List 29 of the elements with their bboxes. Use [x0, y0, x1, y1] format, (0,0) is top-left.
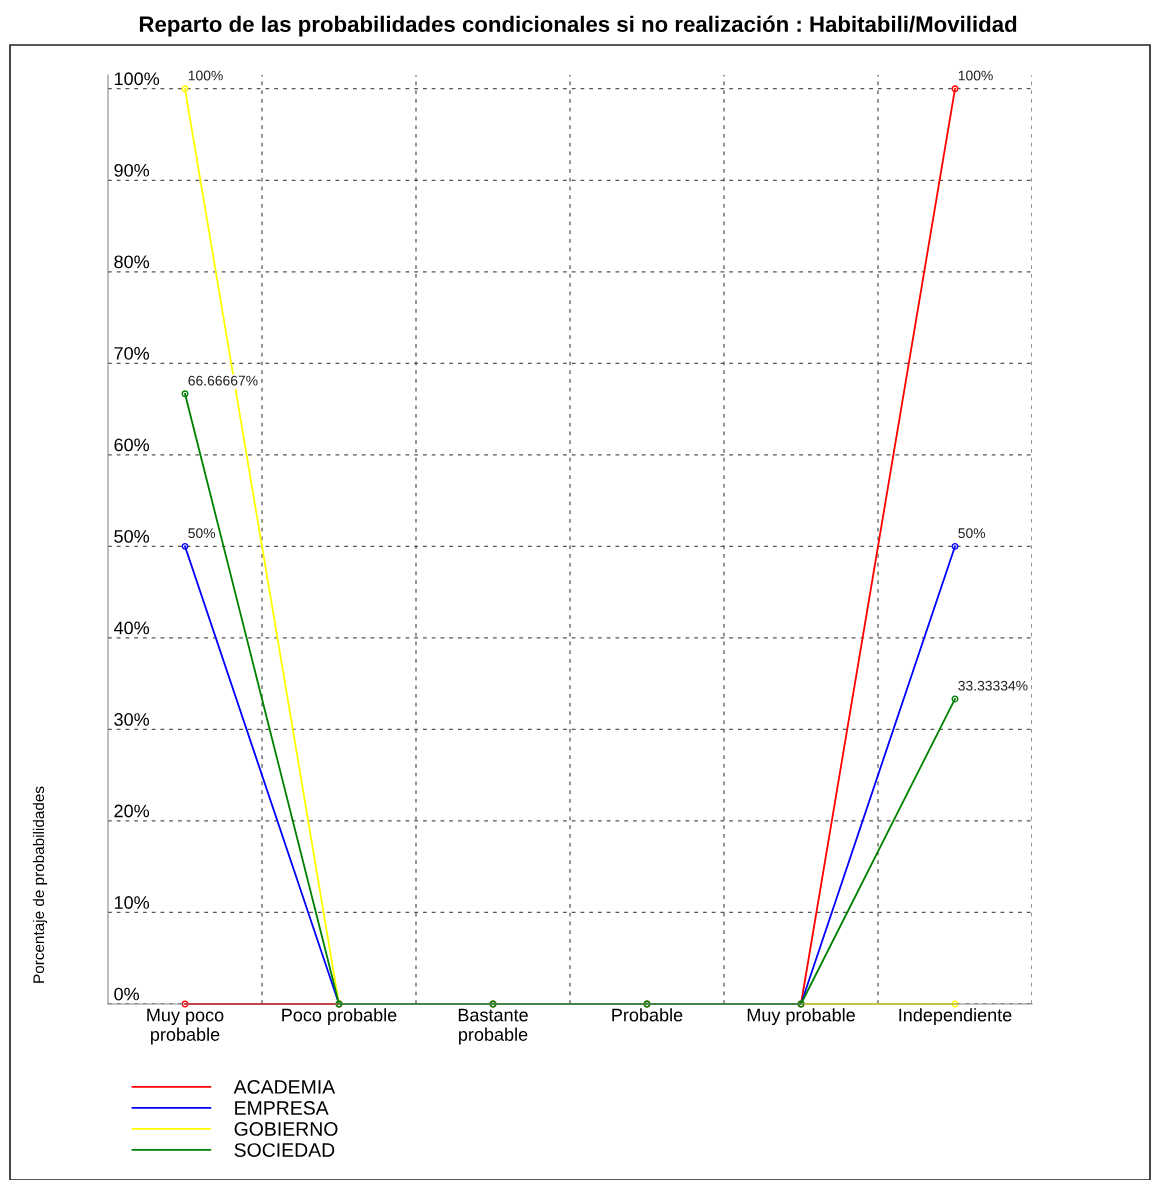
y-tick-label: 50%	[114, 530, 150, 543]
data-label: 33.33334%	[958, 680, 1028, 691]
x-tick-label: Independiente	[899, 1008, 1012, 1025]
data-label: 50%	[188, 528, 216, 539]
data-label: 66.66667%	[188, 375, 258, 386]
legend-label: SOCIEDAD	[234, 1143, 335, 1157]
data-label: 50%	[958, 528, 986, 539]
x-tick-label: Muy poco probable	[147, 1008, 224, 1045]
y-tick-label: 80%	[114, 255, 150, 269]
legend-label: ACADEMIA	[233, 1080, 336, 1094]
y-tick-label: 30%	[114, 713, 150, 726]
chart-title: Reparto de las probabilidades condicionales si no realización : Habitabili/Movilidad	[139, 15, 1017, 37]
y-tick-label: 10%	[114, 896, 150, 909]
x-tick-label: Muy probable	[747, 1008, 855, 1025]
legend-label: EMPRESA	[235, 1101, 329, 1115]
y-tick-label: 60%	[114, 438, 150, 452]
legend-label: GOBIERNO	[234, 1122, 338, 1136]
y-axis-title: Porcentaje de probabilidades	[32, 786, 48, 983]
y-tick-label: 90%	[114, 163, 150, 177]
y-tick-label: 40%	[113, 621, 150, 635]
data-label: 100%	[958, 70, 993, 81]
x-tick-label: Probable	[612, 1008, 683, 1022]
y-tick-label: 0%	[114, 987, 140, 1001]
y-tick-label: 100%	[114, 72, 160, 86]
y-tick-label: 20%	[114, 804, 150, 818]
data-label: 100%	[188, 70, 223, 81]
x-tick-label: Poco probable	[282, 1008, 397, 1025]
x-tick-label: Bastante probable	[458, 1008, 528, 1045]
y-tick-label: 70%	[114, 346, 150, 360]
